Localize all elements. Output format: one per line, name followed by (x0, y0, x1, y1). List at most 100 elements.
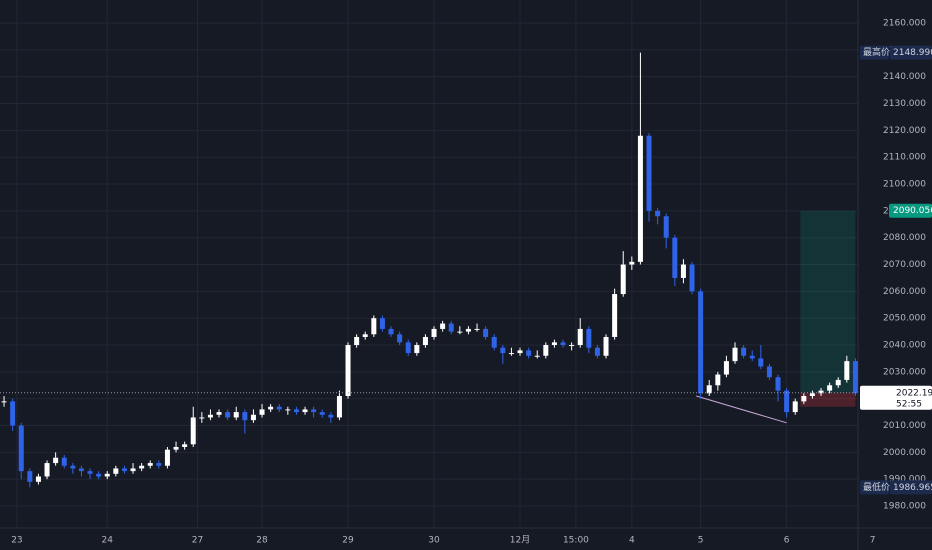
candle-body (629, 261, 635, 265)
candle-body (139, 465, 145, 469)
y-tick-label: 2040.000 (883, 341, 926, 351)
candle-body (328, 414, 334, 418)
candle-body (801, 396, 807, 402)
x-tick-label: 6 (784, 536, 790, 546)
price-tag-title-box (860, 45, 889, 60)
candle-body (508, 353, 514, 355)
y-tick-label: 1980.000 (883, 502, 926, 512)
x-tick-label: 12月 (510, 535, 530, 546)
candle-body (612, 294, 618, 337)
candle-body (560, 342, 566, 346)
y-tick-label: 2130.000 (883, 99, 926, 109)
candle-body (35, 476, 41, 482)
x-tick-label: 4 (629, 536, 635, 546)
y-tick-label: 2160.000 (883, 19, 926, 29)
stop-zone (800, 392, 856, 407)
candle-body (465, 328, 471, 332)
candle-body (723, 361, 729, 375)
candle-body (594, 347, 600, 356)
candle-body (44, 463, 50, 477)
candle-body (242, 412, 248, 421)
candle-body (672, 237, 678, 278)
candle-body (792, 401, 798, 413)
candle-body (121, 468, 127, 472)
candle-body (259, 409, 265, 415)
x-tick-label: 15:00 (563, 536, 589, 546)
y-tick-label: 2030.000 (883, 367, 926, 377)
countdown-label: 52:55 (896, 399, 922, 409)
candle-body (147, 463, 153, 466)
target-price-box (889, 203, 932, 218)
candle-body (775, 377, 781, 391)
current-price-label: 2022.190 (896, 388, 932, 398)
price-tag-label: 1986.965 (893, 483, 932, 493)
candle-body (371, 318, 377, 335)
price-tag-title: 最低价 (863, 481, 890, 493)
candle-body (199, 417, 205, 419)
candle-body (319, 412, 325, 415)
price-tag-title: 最高价 (863, 46, 890, 58)
candle-body (646, 135, 652, 211)
candle-body (577, 328, 583, 346)
x-tick-label: 27 (192, 536, 203, 546)
candle-body (18, 425, 24, 472)
candle-body (827, 385, 833, 391)
candle-body (440, 323, 446, 329)
x-tick-label: 30 (428, 536, 440, 546)
candle-body (156, 463, 162, 466)
candle-body (766, 366, 772, 378)
candle-body (414, 345, 420, 354)
x-tick-label: 5 (698, 536, 704, 546)
x-tick-label: 23 (11, 536, 22, 546)
candle-body (104, 473, 110, 477)
candle-body (225, 412, 231, 418)
y-tick-label: 2060.000 (883, 287, 926, 297)
candle-body (448, 323, 454, 332)
candle-body (844, 361, 850, 380)
candle-body (534, 355, 540, 357)
x-tick-label: 29 (342, 536, 354, 546)
candle-body (354, 336, 360, 346)
candle-body (620, 264, 626, 295)
target-price-label: 2090.056 (893, 206, 932, 216)
y-tick-label: 2120.000 (883, 126, 926, 136)
candle-body (113, 468, 119, 474)
candle-body (457, 331, 463, 333)
y-tick-label: 2050.000 (883, 314, 926, 324)
candle-body (379, 318, 385, 329)
candle-body (207, 414, 213, 418)
candle-body (302, 409, 308, 413)
candle-body (491, 336, 497, 348)
price-tag-box (890, 480, 932, 495)
candle-body (78, 468, 84, 472)
candle-body (749, 355, 755, 359)
candle-body (569, 345, 575, 347)
candle-body (431, 328, 437, 337)
candle-body (698, 291, 704, 394)
current-price-box (860, 385, 932, 410)
y-tick-label: 1990.000 (883, 475, 926, 485)
candle-body (27, 471, 33, 482)
candle-body (603, 336, 609, 356)
candle-body (586, 328, 592, 348)
candle-body (474, 328, 480, 330)
candle-body (250, 414, 256, 421)
price-tag-label: 2148.990 (893, 48, 932, 58)
candle-body (741, 347, 747, 356)
candle-body (388, 328, 394, 335)
candle-body (216, 412, 222, 415)
candle-body (663, 216, 669, 238)
candle-body (784, 390, 790, 413)
candle-body (758, 358, 764, 367)
candle-body (87, 471, 93, 474)
candle-body (293, 409, 299, 413)
candle-body (680, 264, 686, 278)
candle-body (268, 406, 274, 410)
candle-body (10, 401, 16, 426)
candle-body (182, 444, 188, 447)
candle-body (61, 457, 67, 466)
candle-body (362, 334, 368, 337)
candle-body (543, 345, 549, 356)
